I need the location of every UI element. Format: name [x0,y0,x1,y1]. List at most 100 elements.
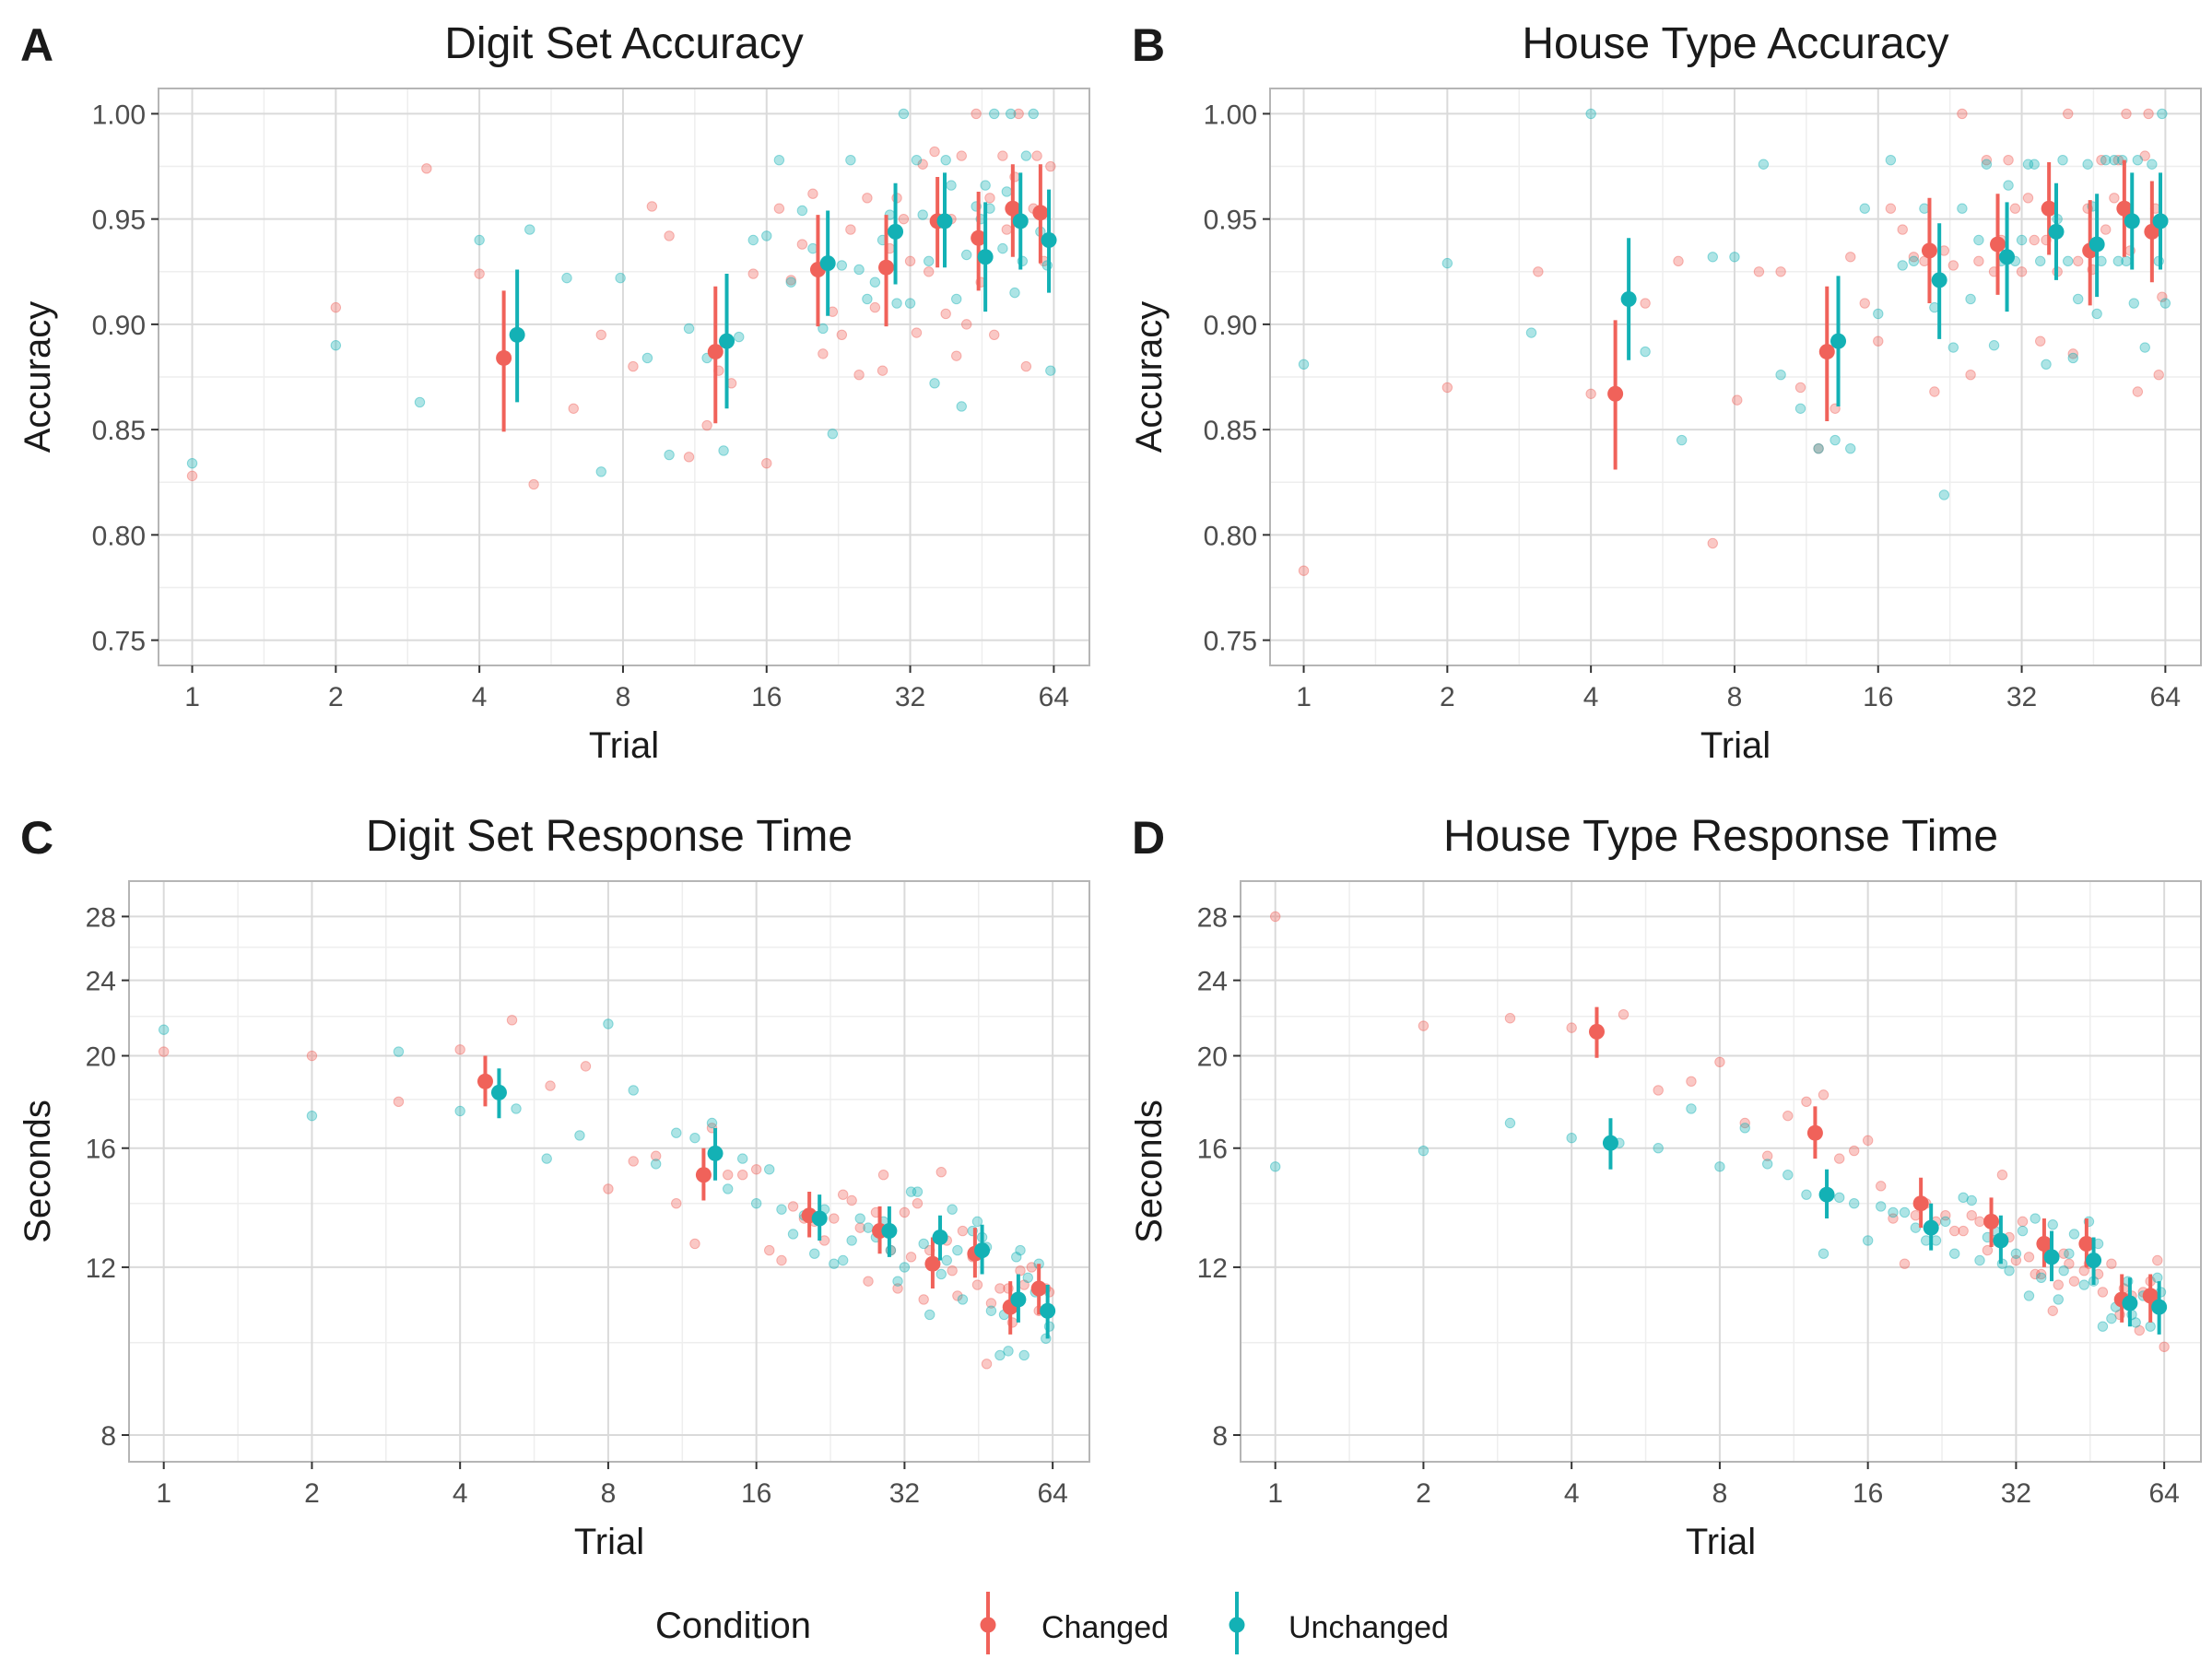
raw-point-changed [989,329,1000,341]
x-tick-label: 64 [2150,682,2181,712]
x-tick-label: 64 [1037,1478,1067,1509]
raw-point-changed [951,350,962,361]
mean-point-unchanged [2086,1253,2102,1269]
raw-point-unchanged [1775,370,1786,381]
raw-point-unchanged [2058,1265,2069,1277]
raw-point-unchanged [2029,159,2040,170]
raw-point-changed [2064,1258,2075,1269]
raw-point-unchanged [956,401,967,412]
raw-point-changed [646,201,658,212]
raw-point-unchanged [2157,108,2168,120]
raw-point-unchanged [330,340,342,351]
panel-letter: B [1132,19,1165,71]
raw-point-unchanged [1729,252,1740,263]
raw-point-changed [1957,108,1968,120]
raw-point-unchanged [1005,108,1017,120]
raw-point-changed [957,1225,969,1237]
raw-point-changed [2063,108,2074,120]
x-tick-label: 8 [1712,1478,1728,1509]
raw-point-changed [899,1206,911,1218]
mean-point-unchanged [881,1223,898,1240]
raw-point-unchanged [2139,342,2150,353]
raw-point-changed [580,1061,592,1072]
raw-point-changed [1673,255,1684,267]
y-axis-label: Seconds [1129,1100,1170,1243]
raw-point-unchanged [1269,1161,1281,1172]
raw-point-unchanged [796,205,808,217]
legend-title: Condition [655,1606,811,1646]
raw-point-unchanged [2159,298,2171,309]
raw-point-unchanged [912,1186,924,1197]
raw-point-unchanged [994,1349,1006,1361]
raw-point-changed [1982,1244,1994,1256]
raw-point-changed [912,1197,924,1209]
raw-point-changed [981,1359,993,1370]
raw-point-changed [2058,1248,2069,1259]
raw-point-unchanged [854,1213,865,1224]
x-tick-label: 8 [1727,682,1743,712]
x-tick-label: 64 [2148,1478,2179,1509]
mean-point-unchanged [2048,223,2065,240]
raw-point-unchanged [764,1164,775,1175]
mean-point-unchanged [2122,1295,2138,1312]
raw-point-changed [1640,298,1651,309]
panel-border [1269,88,2202,666]
raw-point-changed [330,301,342,313]
raw-point-changed [1618,1008,1630,1020]
raw-point-changed [2036,1268,2047,1280]
raw-point-unchanged [853,264,865,276]
raw-point-unchanged [1525,327,1537,338]
mean-point-unchanged [2151,1299,2168,1315]
raw-point-unchanged [574,1130,585,1141]
raw-point-changed [1965,370,1976,381]
raw-point-unchanged [1940,1216,1951,1228]
raw-point-unchanged [1504,1117,1516,1129]
raw-point-unchanged [2047,1219,2058,1230]
raw-point-unchanged [863,1222,874,1233]
mean-point-changed [1912,1195,1929,1212]
chart-title: Digit Set Response Time [366,812,853,861]
raw-point-unchanged [2128,298,2140,309]
raw-point-changed [1045,160,1056,172]
raw-point-changed [785,275,796,286]
raw-point-unchanged [1966,1194,1977,1206]
raw-point-changed [506,1015,518,1026]
chart-title: House Type Accuracy [1522,19,1948,68]
raw-point-unchanged [829,1258,840,1269]
raw-point-changed [1298,565,1310,576]
raw-point-changed [1888,1213,1899,1224]
mean-point-changed [1005,200,1021,217]
mean-point-changed [2041,200,2057,217]
raw-point-changed [528,478,539,490]
y-tick-label: 24 [86,967,116,997]
raw-point-unchanged [1020,150,1032,161]
raw-point-changed [1885,203,1897,214]
y-tick-label: 20 [86,1042,116,1073]
x-tick-label: 16 [751,682,782,712]
raw-point-changed [1783,1110,1794,1122]
raw-point-changed [911,327,923,338]
mean-point-unchanged [977,249,994,265]
raw-point-changed [764,1244,775,1256]
mean-point-changed [2142,1288,2159,1304]
raw-point-unchanged [905,1186,917,1197]
raw-point-unchanged [960,249,972,261]
mean-point-changed [1607,385,1624,402]
raw-point-unchanged [946,180,957,191]
raw-point-unchanged [898,108,910,120]
raw-point-changed [2132,386,2144,397]
x-tick-label: 32 [895,682,925,712]
raw-point-changed [2053,1279,2064,1290]
raw-point-unchanged [1761,1159,1773,1170]
raw-point-unchanged [951,293,962,305]
raw-point-unchanged [924,1309,935,1321]
raw-point-changed [947,1265,958,1277]
raw-point-unchanged [1794,403,1806,414]
raw-point-unchanged [1653,1143,1664,1154]
raw-point-unchanged [1876,1201,1887,1212]
raw-point-unchanged [846,1235,857,1246]
raw-point-unchanged [2100,154,2112,166]
mean-point-unchanged [1993,1232,2009,1249]
y-tick-label: 1.00 [1204,100,1257,130]
raw-point-changed [628,1156,639,1167]
